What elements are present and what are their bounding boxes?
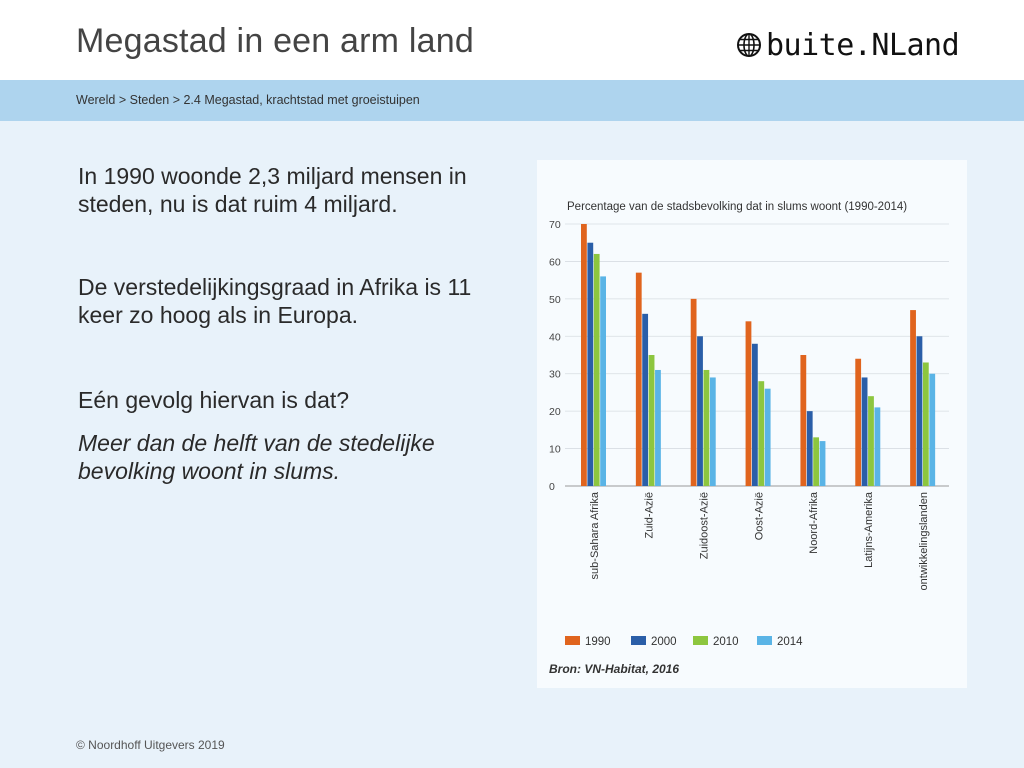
y-tick-label: 30 bbox=[549, 369, 561, 381]
brand-logo: buite.NLand bbox=[736, 27, 960, 63]
bar-2010 bbox=[922, 362, 929, 486]
bar-2010 bbox=[813, 437, 820, 486]
legend-label: 2010 bbox=[713, 636, 739, 648]
x-category-label: ontwikkelingslanden bbox=[918, 492, 930, 590]
y-tick-label: 0 bbox=[549, 481, 555, 493]
bar-1990 bbox=[635, 272, 642, 486]
answer-text: Meer dan de helft van de stedelijke bevo… bbox=[78, 430, 435, 484]
footer-copyright: © Noordhoff Uitgevers 2019 bbox=[76, 738, 225, 752]
x-category-label: Zuidoost-Azië bbox=[699, 492, 711, 559]
bar-1990 bbox=[581, 224, 587, 486]
bar-2014 bbox=[655, 369, 661, 486]
question-text: Eén gevolg hiervan is dat? bbox=[78, 387, 350, 413]
y-tick-label: 70 bbox=[549, 219, 561, 231]
chart-title: Percentage van de stadsbevolking dat in … bbox=[567, 201, 907, 213]
breadcrumb: Wereld > Steden > 2.4 Megastad, krachtst… bbox=[76, 93, 420, 107]
legend-swatch bbox=[757, 636, 772, 645]
legend-swatch bbox=[693, 636, 708, 645]
bar-1990 bbox=[800, 355, 807, 486]
globe-icon bbox=[737, 33, 761, 57]
paragraph-urbanisation: In 1990 woonde 2,3 miljard mensen in ste… bbox=[78, 163, 467, 217]
bar-1990 bbox=[910, 310, 916, 486]
slide-title: Megastad in een arm land bbox=[76, 22, 474, 60]
bar-2014 bbox=[709, 377, 716, 486]
bar-2014 bbox=[819, 441, 826, 486]
legend-swatch bbox=[631, 636, 646, 645]
bar-2010 bbox=[648, 355, 655, 486]
legend-label: 1990 bbox=[585, 636, 611, 648]
bar-2014 bbox=[600, 276, 606, 486]
slide-header: Megastad in een arm land buite.NLand bbox=[0, 0, 1024, 80]
bar-1990 bbox=[690, 298, 697, 486]
bar-2000 bbox=[751, 343, 758, 486]
bar-2010 bbox=[703, 369, 710, 486]
bar-1990 bbox=[745, 321, 752, 486]
y-tick-label: 40 bbox=[549, 331, 561, 343]
bar-1990 bbox=[855, 358, 862, 486]
bar-2000 bbox=[697, 336, 703, 486]
bar-2014 bbox=[874, 407, 881, 486]
bar-2000 bbox=[587, 242, 594, 486]
chart-source: Bron: VN-Habitat, 2016 bbox=[549, 662, 679, 676]
bar-2014 bbox=[764, 388, 771, 486]
chart-panel: Percentage van de stadsbevolking dat in … bbox=[537, 160, 967, 688]
bar-2000 bbox=[861, 377, 868, 486]
slide-content: In 1990 woonde 2,3 miljard mensen in ste… bbox=[0, 121, 1024, 768]
bar-2010 bbox=[593, 253, 600, 486]
legend-swatch bbox=[565, 636, 580, 645]
x-category-label: Latijns-Amerika bbox=[863, 491, 875, 568]
logo-text: buite.NLand bbox=[766, 27, 960, 63]
y-tick-label: 60 bbox=[549, 256, 561, 268]
y-tick-label: 20 bbox=[549, 406, 561, 418]
y-tick-label: 50 bbox=[549, 294, 561, 306]
bar-2000 bbox=[806, 411, 813, 486]
breadcrumb-bar: Wereld > Steden > 2.4 Megastad, krachtst… bbox=[0, 80, 1024, 121]
legend-label: 2000 bbox=[651, 636, 677, 648]
x-category-label: Noord-Afrika bbox=[808, 491, 820, 554]
x-category-label: sub-Sahara Afrika bbox=[589, 491, 601, 579]
bar-2010 bbox=[868, 396, 874, 486]
x-category-label: Oost-Azië bbox=[753, 492, 765, 540]
bar-2010 bbox=[758, 381, 765, 486]
paragraph-africa: De verstedelijkingsgraad in Afrika is 11… bbox=[78, 274, 472, 328]
bar-2000 bbox=[916, 336, 923, 486]
bar-2014 bbox=[929, 373, 936, 486]
slum-bar-chart: Percentage van de stadsbevolking dat in … bbox=[549, 201, 949, 676]
bar-2000 bbox=[642, 313, 649, 486]
legend-label: 2014 bbox=[777, 636, 803, 648]
x-category-label: Zuid-Azië bbox=[644, 492, 656, 538]
y-tick-label: 10 bbox=[549, 444, 561, 456]
